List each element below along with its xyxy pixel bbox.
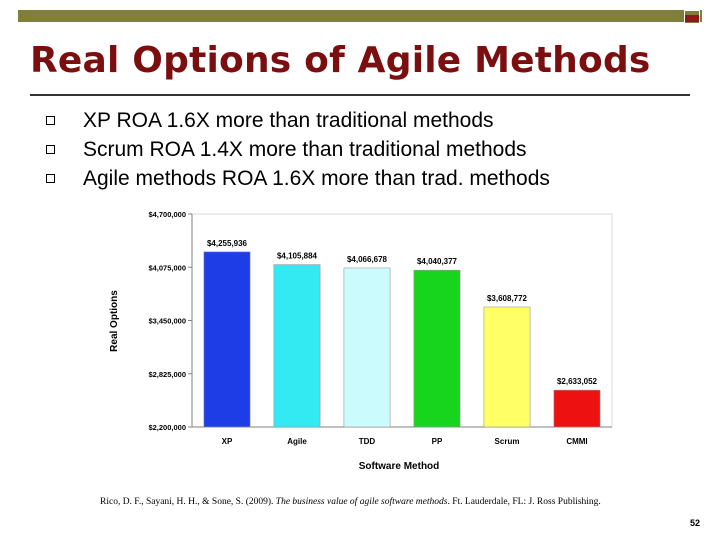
x-tick-label: Agile (287, 437, 307, 446)
bullet-text: XP ROA 1.6X more than traditional method… (83, 109, 494, 132)
title-divider (30, 94, 690, 96)
y-axis-label: Real Options (109, 290, 120, 352)
x-tick-label: CMMI (566, 437, 587, 446)
top-accent-bar (18, 10, 702, 22)
y-tick-label: $2,200,000 (148, 423, 186, 432)
data-label: $2,633,052 (557, 377, 598, 386)
data-label: $4,040,377 (417, 257, 458, 266)
square-bullet-icon (46, 145, 55, 154)
page-number: 52 (690, 518, 701, 528)
x-tick-label: TDD (359, 437, 376, 446)
y-tick-label: $4,700,000 (148, 210, 186, 219)
corner-accent-fill (685, 15, 699, 22)
y-tick-label: $3,450,000 (148, 317, 186, 326)
bullet-text: Agile methods ROA 1.6X more than trad. m… (83, 167, 550, 190)
data-label: $4,105,884 (277, 252, 318, 261)
citation-title: The business value of agile software met… (275, 497, 448, 507)
data-label: $4,066,678 (347, 255, 388, 264)
bar-tdd (343, 267, 391, 428)
bullet-item: Agile methods ROA 1.6X more than trad. m… (46, 164, 550, 193)
plot-area-frame (191, 213, 613, 428)
data-label: $4,255,936 (207, 239, 248, 248)
bullet-item: Scrum ROA 1.4X more than traditional met… (46, 135, 550, 164)
citation-authors: Rico, D. F., Sayani, H. H., & Sone, S. (… (100, 497, 276, 507)
bar-cmmi (553, 389, 601, 428)
x-axis-label: Software Method (359, 461, 440, 472)
bar-pp (413, 269, 461, 428)
y-tick-label: $4,075,000 (148, 263, 186, 272)
bar-agile (273, 264, 321, 428)
citation-publisher: . Ft. Lauderdale, FL: J. Ross Publishing… (447, 497, 601, 507)
bullet-text: Scrum ROA 1.4X more than traditional met… (83, 138, 527, 161)
x-tick-label: PP (432, 437, 443, 446)
square-bullet-icon (46, 116, 55, 125)
real-options-bar-chart: Real Options Software Method $2,200,000 $… (109, 210, 613, 472)
citation: Rico, D. F., Sayani, H. H., & Sone, S. (… (100, 497, 601, 507)
bar-scrum (483, 306, 531, 428)
bar-xp (203, 251, 251, 428)
slide-title: Real Options of Agile Methods (30, 40, 651, 81)
bullet-item: XP ROA 1.6X more than traditional method… (46, 106, 550, 135)
bullet-list: XP ROA 1.6X more than traditional method… (46, 106, 550, 193)
y-tick-label: $2,825,000 (148, 370, 186, 379)
x-tick-label: XP (222, 437, 233, 446)
x-tick-label: Scrum (495, 437, 520, 446)
data-label: $3,608,772 (487, 294, 528, 303)
square-bullet-icon (46, 174, 55, 183)
